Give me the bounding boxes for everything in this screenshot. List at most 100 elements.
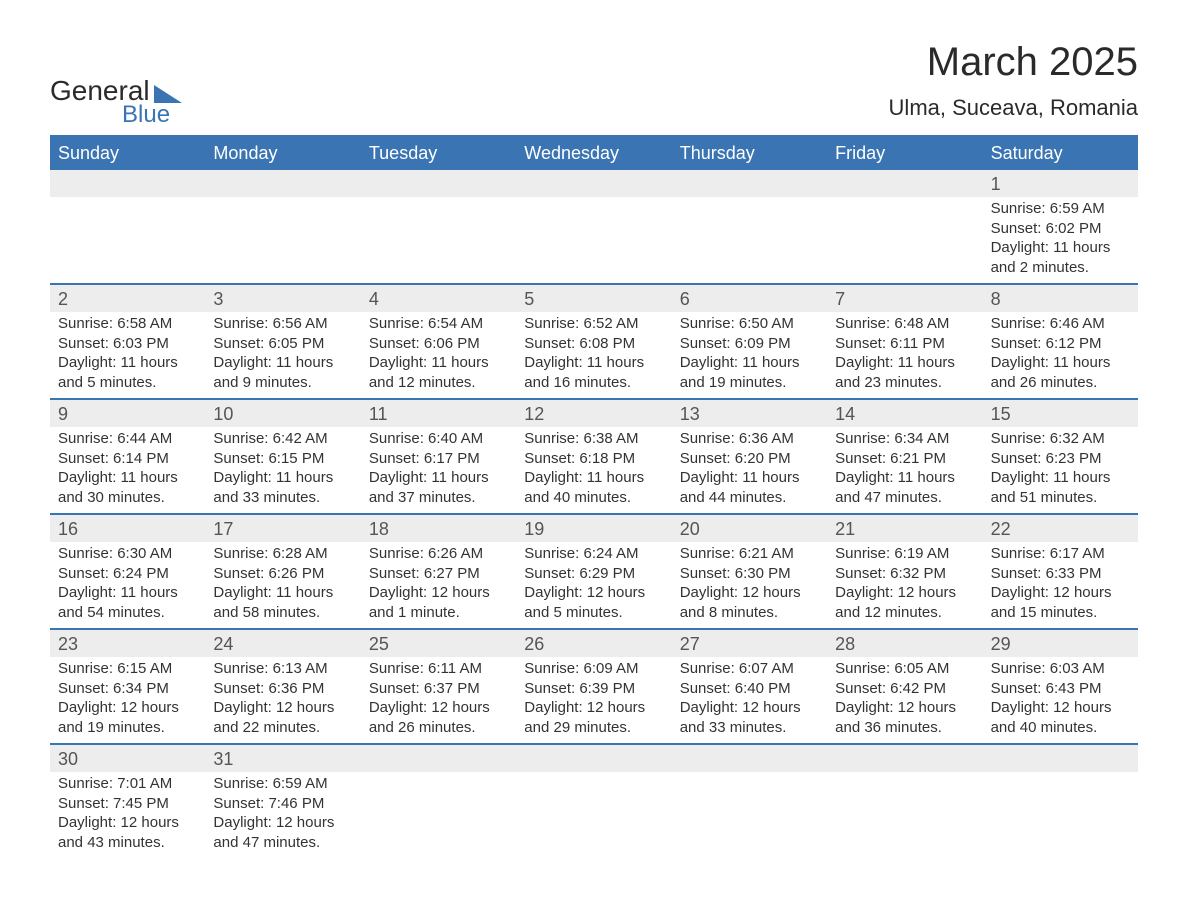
daylight: Daylight: 12 hours and 40 minutes. — [991, 698, 1130, 737]
day-header-tuesday: Tuesday — [361, 137, 516, 170]
sunrise: Sunrise: 6:48 AM — [835, 314, 974, 334]
daynum-row: 1 — [50, 170, 1138, 197]
daynum-row: 9101112131415 — [50, 398, 1138, 427]
day-number: 18 — [361, 515, 516, 542]
day-detail: Sunrise: 6:59 AMSunset: 6:02 PMDaylight:… — [983, 197, 1138, 283]
daylight: Daylight: 11 hours and 12 minutes. — [369, 353, 508, 392]
day-detail: Sunrise: 6:40 AMSunset: 6:17 PMDaylight:… — [361, 427, 516, 513]
sunrise: Sunrise: 6:46 AM — [991, 314, 1130, 334]
day-number: 2 — [50, 285, 205, 312]
sunset: Sunset: 7:45 PM — [58, 794, 197, 814]
sunrise: Sunrise: 6:38 AM — [524, 429, 663, 449]
daylight: Daylight: 11 hours and 51 minutes. — [991, 468, 1130, 507]
sunset: Sunset: 6:32 PM — [835, 564, 974, 584]
day-header-wednesday: Wednesday — [516, 137, 671, 170]
day-detail — [672, 197, 827, 283]
day-number: 5 — [516, 285, 671, 312]
day-number — [983, 745, 1138, 772]
day-detail — [205, 197, 360, 283]
sunset: Sunset: 6:40 PM — [680, 679, 819, 699]
sunrise: Sunrise: 6:58 AM — [58, 314, 197, 334]
day-detail — [50, 197, 205, 283]
daynum-row: 3031 — [50, 743, 1138, 772]
day-number: 29 — [983, 630, 1138, 657]
day-number: 6 — [672, 285, 827, 312]
sunset: Sunset: 6:34 PM — [58, 679, 197, 699]
daylight: Daylight: 12 hours and 12 minutes. — [835, 583, 974, 622]
day-number: 11 — [361, 400, 516, 427]
daynum-row: 23242526272829 — [50, 628, 1138, 657]
detail-row: Sunrise: 6:59 AMSunset: 6:02 PMDaylight:… — [50, 197, 1138, 283]
day-detail: Sunrise: 6:07 AMSunset: 6:40 PMDaylight:… — [672, 657, 827, 743]
sunset: Sunset: 6:02 PM — [991, 219, 1130, 239]
sunrise: Sunrise: 6:32 AM — [991, 429, 1130, 449]
day-detail: Sunrise: 6:44 AMSunset: 6:14 PMDaylight:… — [50, 427, 205, 513]
daylight: Daylight: 11 hours and 54 minutes. — [58, 583, 197, 622]
day-number: 19 — [516, 515, 671, 542]
day-number: 20 — [672, 515, 827, 542]
sunrise: Sunrise: 6:50 AM — [680, 314, 819, 334]
day-number: 25 — [361, 630, 516, 657]
day-detail: Sunrise: 6:05 AMSunset: 6:42 PMDaylight:… — [827, 657, 982, 743]
sunset: Sunset: 6:36 PM — [213, 679, 352, 699]
daylight: Daylight: 12 hours and 22 minutes. — [213, 698, 352, 737]
sunset: Sunset: 6:06 PM — [369, 334, 508, 354]
day-detail: Sunrise: 6:38 AMSunset: 6:18 PMDaylight:… — [516, 427, 671, 513]
sunrise: Sunrise: 6:13 AM — [213, 659, 352, 679]
daylight: Daylight: 12 hours and 33 minutes. — [680, 698, 819, 737]
day-number — [205, 170, 360, 197]
day-detail: Sunrise: 6:17 AMSunset: 6:33 PMDaylight:… — [983, 542, 1138, 628]
detail-row: Sunrise: 7:01 AMSunset: 7:45 PMDaylight:… — [50, 772, 1138, 858]
sunset: Sunset: 7:46 PM — [213, 794, 352, 814]
sunrise: Sunrise: 6:11 AM — [369, 659, 508, 679]
day-header-friday: Friday — [827, 137, 982, 170]
day-detail: Sunrise: 6:42 AMSunset: 6:15 PMDaylight:… — [205, 427, 360, 513]
day-detail — [361, 772, 516, 858]
header: General Blue March 2025 Ulma, Suceava, R… — [50, 40, 1138, 129]
daylight: Daylight: 12 hours and 47 minutes. — [213, 813, 352, 852]
day-header-saturday: Saturday — [983, 137, 1138, 170]
day-detail: Sunrise: 6:36 AMSunset: 6:20 PMDaylight:… — [672, 427, 827, 513]
day-detail: Sunrise: 6:24 AMSunset: 6:29 PMDaylight:… — [516, 542, 671, 628]
day-number: 1 — [983, 170, 1138, 197]
day-number — [672, 170, 827, 197]
day-number: 16 — [50, 515, 205, 542]
day-number — [672, 745, 827, 772]
weeks-container: 1Sunrise: 6:59 AMSunset: 6:02 PMDaylight… — [50, 170, 1138, 858]
day-detail — [516, 772, 671, 858]
day-detail: Sunrise: 6:48 AMSunset: 6:11 PMDaylight:… — [827, 312, 982, 398]
day-number: 24 — [205, 630, 360, 657]
sunrise: Sunrise: 6:36 AM — [680, 429, 819, 449]
day-number: 7 — [827, 285, 982, 312]
sunrise: Sunrise: 6:19 AM — [835, 544, 974, 564]
sunrise: Sunrise: 6:40 AM — [369, 429, 508, 449]
daylight: Daylight: 11 hours and 9 minutes. — [213, 353, 352, 392]
day-detail: Sunrise: 6:21 AMSunset: 6:30 PMDaylight:… — [672, 542, 827, 628]
sunset: Sunset: 6:33 PM — [991, 564, 1130, 584]
day-detail: Sunrise: 6:15 AMSunset: 6:34 PMDaylight:… — [50, 657, 205, 743]
day-number — [516, 170, 671, 197]
sunrise: Sunrise: 6:28 AM — [213, 544, 352, 564]
calendar: Sunday Monday Tuesday Wednesday Thursday… — [50, 135, 1138, 858]
day-detail: Sunrise: 6:19 AMSunset: 6:32 PMDaylight:… — [827, 542, 982, 628]
day-detail: Sunrise: 7:01 AMSunset: 7:45 PMDaylight:… — [50, 772, 205, 858]
daylight: Daylight: 11 hours and 30 minutes. — [58, 468, 197, 507]
day-number: 30 — [50, 745, 205, 772]
day-detail — [827, 772, 982, 858]
location: Ulma, Suceava, Romania — [889, 95, 1138, 121]
day-detail — [516, 197, 671, 283]
day-number: 12 — [516, 400, 671, 427]
day-detail: Sunrise: 6:30 AMSunset: 6:24 PMDaylight:… — [50, 542, 205, 628]
day-number: 17 — [205, 515, 360, 542]
sunset: Sunset: 6:30 PM — [680, 564, 819, 584]
day-detail: Sunrise: 6:09 AMSunset: 6:39 PMDaylight:… — [516, 657, 671, 743]
daylight: Daylight: 12 hours and 19 minutes. — [58, 698, 197, 737]
sunrise: Sunrise: 6:26 AM — [369, 544, 508, 564]
day-number — [827, 170, 982, 197]
day-detail: Sunrise: 6:56 AMSunset: 6:05 PMDaylight:… — [205, 312, 360, 398]
daylight: Daylight: 12 hours and 8 minutes. — [680, 583, 819, 622]
day-number: 22 — [983, 515, 1138, 542]
daylight: Daylight: 11 hours and 19 minutes. — [680, 353, 819, 392]
day-number: 31 — [205, 745, 360, 772]
sunset: Sunset: 6:42 PM — [835, 679, 974, 699]
